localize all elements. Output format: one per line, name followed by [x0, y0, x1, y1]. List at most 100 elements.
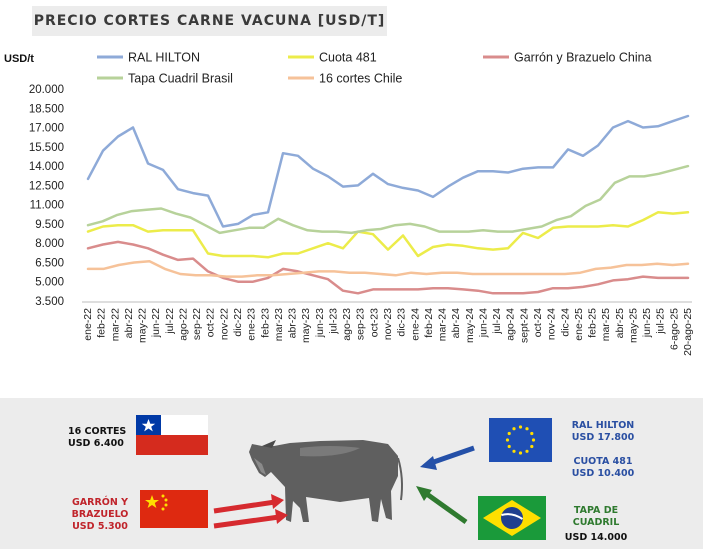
x-tick-label: may-25	[627, 308, 639, 343]
brasil-cut-1: TAPA DE	[573, 505, 619, 516]
x-tick-label: feb-22	[96, 308, 108, 338]
x-tick-label: abr-24	[450, 308, 462, 339]
x-tick-label: oct-23	[368, 308, 380, 337]
cow-icon	[249, 440, 403, 522]
series-line-16-cortes-chile	[86, 259, 690, 278]
china-cut-2: BRAZUELO	[71, 509, 129, 520]
chile-price: USD 6.400	[68, 438, 124, 449]
x-tick-label: may-24	[464, 308, 476, 343]
hilton-label: RAL HILTON USD 17.800	[563, 420, 643, 444]
x-tick-label: abr-23	[287, 308, 299, 339]
china-price: USD 5.300	[72, 521, 128, 532]
y-tick-label: 6.500	[35, 257, 64, 269]
y-tick-label: 18.500	[29, 103, 64, 115]
line-chart: USD/t 20.000 18.500 17.000 15.500 14.000 12.50…	[4, 51, 694, 356]
x-tick-label: ene-25	[573, 308, 585, 341]
legend-label: Tapa Cuadril Brasil	[128, 72, 233, 86]
x-tick-label: sept-24	[518, 308, 530, 343]
x-tick-label: ene-22	[82, 308, 94, 341]
legend-item: Cuota 481	[288, 51, 377, 65]
y-tick-label: 9.500	[35, 219, 64, 231]
chile-label: 16 CORTES USD 6.400	[68, 426, 126, 450]
title-banner: PRECIO CORTES CARNE VACUNA [USD/T]	[32, 6, 387, 36]
x-tick-label: 6-ago-25	[668, 308, 680, 350]
legend-item: 16 cortes Chile	[288, 72, 402, 86]
x-tick-label: abr-22	[123, 308, 135, 339]
x-tick-label: abr-25	[614, 308, 626, 339]
x-tick-label: sep-23	[355, 308, 367, 340]
x-tick-label: ene-24	[409, 308, 421, 341]
x-tick-label: mar-24	[437, 308, 449, 341]
x-tick-label: jul-23	[327, 308, 339, 335]
flag-brazil-icon	[478, 496, 546, 540]
x-tick-label: feb-24	[423, 308, 435, 338]
x-tick-label: ene-23	[246, 308, 258, 341]
series-line-garr-n-y-brazuelo-china	[86, 240, 690, 295]
x-tick-label: mar-23	[273, 308, 285, 341]
x-tick-label: oct-22	[205, 308, 217, 337]
hilton-price: USD 17.800	[571, 432, 635, 443]
y-tick-label: 5.000	[35, 277, 64, 289]
x-tick-label: jul-25	[655, 308, 667, 335]
x-tick-label: ago-24	[505, 308, 517, 341]
x-tick-label: jun-25	[641, 308, 653, 338]
arrow-icon	[213, 445, 475, 529]
x-tick-label: may-23	[300, 308, 312, 343]
x-tick-label: jun-23	[314, 308, 326, 338]
x-tick-label: feb-23	[259, 308, 271, 338]
flag-chile-icon	[136, 415, 208, 455]
y-tick-label: 15.500	[29, 142, 64, 154]
cuota-label: CUOTA 481 USD 10.400	[563, 456, 643, 480]
y-tick-label: 11.000	[30, 200, 64, 212]
x-tick-label: 20-ago-25	[682, 308, 694, 356]
x-tick-label: dic-24	[559, 308, 571, 337]
y-tick-label: 8.000	[35, 238, 64, 250]
y-tick-label: 17.000	[29, 123, 64, 135]
series-line-cuota-481	[86, 211, 690, 259]
brasil-price: USD 14.000	[564, 532, 628, 543]
x-tick-label: ago-22	[177, 308, 189, 341]
legend-item: RAL HILTON	[97, 51, 200, 65]
y-tick-label: 12.500	[29, 180, 64, 192]
x-tick-label: may-22	[137, 308, 149, 343]
china-label: GARRÓN Y BRAZUELO USD 5.300	[60, 497, 140, 533]
x-tick-label: feb-25	[587, 308, 599, 338]
hilton-name: RAL HILTON	[571, 420, 635, 431]
x-tick-label: jul-24	[491, 308, 503, 335]
legend-label: 16 cortes Chile	[319, 72, 402, 86]
y-tick-label: 14.000	[29, 161, 64, 173]
x-tick-label: nov-22	[218, 308, 230, 340]
x-tick-label: mar-25	[600, 308, 612, 341]
x-tick-label: jun-22	[150, 308, 162, 338]
series-line-tapa-cuadril-brasil	[86, 164, 690, 235]
flag-eu-icon	[489, 418, 552, 462]
x-tick-label: mar-22	[109, 308, 121, 341]
x-tick-label: nov-23	[382, 308, 394, 340]
x-tick-label: sep-22	[191, 308, 203, 340]
x-tick-label: ago-23	[341, 308, 353, 341]
brasil-label: TAPA DE CUADRIL USD 14.000	[556, 505, 636, 544]
legend-item: Garrón y Brazuelo China	[483, 51, 652, 65]
chile-cut: 16 CORTES	[68, 426, 127, 437]
x-tick-label: nov-24	[546, 308, 558, 340]
cuota-price: USD 10.400	[571, 468, 635, 479]
legend-label: Cuota 481	[319, 51, 377, 65]
legend-label: RAL HILTON	[128, 51, 200, 65]
brasil-cut-2: CUADRIL	[572, 517, 620, 528]
infographic-graphics	[136, 415, 552, 540]
legend-item: Tapa Cuadril Brasil	[97, 72, 233, 86]
infographic-panel: 16 CORTES USD 6.400 GARRÓN Y BRAZUELO US…	[0, 398, 703, 549]
x-tick-label: dic-23	[396, 308, 408, 337]
chart-title: PRECIO CORTES CARNE VACUNA [USD/T]	[33, 13, 386, 29]
china-cut-1: GARRÓN Y	[72, 497, 128, 508]
x-tick-label: jun-24	[477, 308, 489, 338]
cuota-name: CUOTA 481	[573, 456, 633, 467]
x-tick-label: dic-22	[232, 308, 244, 337]
series-line-ral-hilton	[86, 114, 690, 228]
x-tick-label: oct-24	[532, 308, 544, 337]
x-tick-label: jul-22	[164, 308, 176, 335]
y-tick-label: 20.000	[29, 84, 64, 96]
y-tick-label: 3.500	[35, 296, 64, 308]
flag-china-icon	[140, 490, 208, 528]
legend-label: Garrón y Brazuelo China	[514, 51, 652, 65]
